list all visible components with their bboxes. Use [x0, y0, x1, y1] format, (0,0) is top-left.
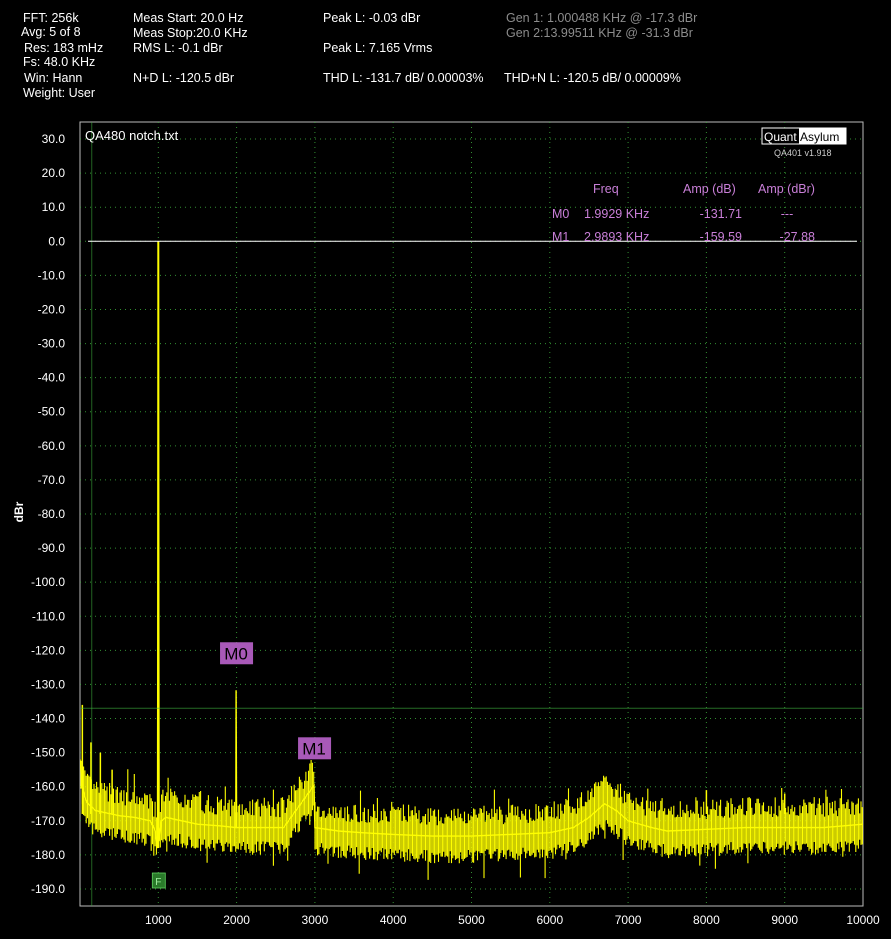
logo-asylum: Asylum — [800, 130, 839, 144]
y-tick-label: 0.0 — [48, 234, 65, 248]
y-tick-label: -140.0 — [31, 712, 65, 726]
marker-label: M0 — [224, 644, 248, 663]
x-tick-label: 2000 — [223, 913, 250, 927]
chart-title: QA480 notch.txt — [85, 128, 179, 143]
y-tick-label: -60.0 — [38, 439, 66, 453]
marker-row-amp-db: -131.71 — [700, 207, 742, 221]
y-tick-label: -110.0 — [32, 609, 65, 623]
y-tick-label: -170.0 — [31, 814, 65, 828]
stat-peak-dbr: Peak L: -0.03 dBr — [323, 11, 421, 25]
y-tick-label: -30.0 — [38, 337, 66, 351]
y-tick-label: -180.0 — [31, 848, 65, 862]
y-tick-label: -40.0 — [38, 371, 66, 385]
y-tick-label: -160.0 — [31, 780, 65, 794]
marker-row-amp-db: -159.59 — [700, 230, 742, 244]
marker-row-freq: 2.9893 KHz — [584, 230, 649, 244]
logo-version: QA401 v1.918 — [774, 148, 832, 158]
stat-fft: FFT: 256k — [23, 11, 79, 25]
stat-rms: RMS L: -0.1 dBr — [133, 41, 223, 55]
y-tick-label: -190.0 — [31, 882, 65, 896]
y-tick-label: -50.0 — [38, 405, 66, 419]
stat-nd: N+D L: -120.5 dBr — [133, 71, 235, 85]
y-tick-label: -130.0 — [31, 677, 65, 691]
x-tick-label: 8000 — [693, 913, 720, 927]
y-tick-label: -70.0 — [38, 473, 66, 487]
marker-header-amp-dbr: Amp (dBr) — [758, 182, 815, 196]
f-marker[interactable]: F — [151, 872, 166, 889]
marker-label-box — [298, 737, 332, 760]
stat-win: Win: Hann — [24, 71, 83, 85]
quantasylum-logo: Quant Asylum QA401 v1.918 — [761, 127, 847, 158]
stat-fs: Fs: 48.0 KHz — [23, 55, 96, 69]
x-tick-label: 3000 — [302, 913, 329, 927]
x-tick-label: 9000 — [771, 913, 798, 927]
f-marker-label: F — [155, 877, 161, 888]
y-tick-label: -120.0 — [31, 643, 65, 657]
marker-row-amp-dbr: --- — [781, 207, 794, 221]
marker-row-id: M0 — [552, 207, 569, 221]
y-tick-label: -150.0 — [31, 746, 65, 760]
marker-label: M1 — [302, 739, 326, 758]
stat-thdn: THD+N L: -120.5 dB/ 0.00009% — [504, 71, 681, 85]
spectrum-trace[interactable] — [80, 241, 863, 849]
stat-gen1: Gen 1: 1.000488 KHz @ -17.3 dBr — [506, 11, 698, 25]
stat-peak-vrms: Peak L: 7.165 Vrms — [323, 41, 433, 55]
y-tick-label: 20.0 — [42, 166, 66, 180]
x-tick-label: 5000 — [458, 913, 485, 927]
marker-m0[interactable]: M0 — [220, 642, 254, 665]
stat-meas-start: Meas Start: 20.0 Hz — [133, 11, 244, 25]
x-tick-label: 10000 — [846, 913, 880, 927]
x-tick-label: 1000 — [145, 913, 172, 927]
y-tick-label: -20.0 — [38, 302, 66, 316]
marker-row-amp-dbr: -27.88 — [780, 230, 815, 244]
logo-quant: Quant — [764, 130, 797, 144]
x-tick-label: 4000 — [380, 913, 407, 927]
y-tick-label: 30.0 — [42, 132, 66, 146]
stat-weight: Weight: User — [23, 86, 96, 100]
stat-res: Res: 183 mHz — [24, 41, 104, 55]
marker-m1[interactable]: M1 — [298, 737, 332, 760]
x-tick-label: 6000 — [536, 913, 563, 927]
stat-meas-stop: Meas Stop:20.0 KHz — [133, 26, 248, 40]
marker-table: Freq Amp (dB) Amp (dBr) M0 1.9929 KHz -1… — [552, 182, 815, 244]
stat-gen2: Gen 2:13.99511 KHz @ -31.3 dBr — [506, 26, 693, 40]
y-tick-label: 10.0 — [42, 200, 66, 214]
marker-row-id: M1 — [552, 230, 569, 244]
stat-thd: THD L: -131.7 dB/ 0.00003% — [323, 71, 484, 85]
marker-header-freq: Freq — [593, 182, 619, 196]
y-tick-label: -10.0 — [38, 268, 66, 282]
marker-label-box — [220, 642, 254, 665]
y-tick-label: -80.0 — [38, 507, 66, 521]
f-marker-box — [151, 872, 166, 889]
y-tick-label: -100.0 — [31, 575, 65, 589]
stat-avg: Avg: 5 of 8 — [21, 25, 81, 39]
x-tick-label: 7000 — [615, 913, 642, 927]
y-tick-label: -90.0 — [38, 541, 66, 555]
marker-header-amp-db: Amp (dB) — [683, 182, 736, 196]
marker-row-freq: 1.9929 KHz — [584, 207, 649, 221]
